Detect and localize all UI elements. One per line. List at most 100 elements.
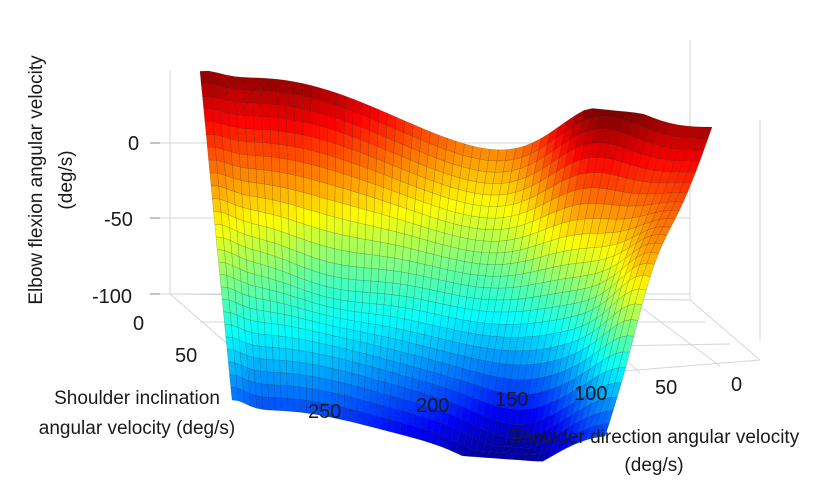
surface-facet — [265, 212, 275, 230]
surface-facet — [419, 225, 430, 241]
surface-facet — [278, 347, 287, 361]
surface-facet — [343, 407, 351, 422]
surface-facet — [394, 244, 404, 260]
surface-facet — [277, 324, 286, 338]
surface-facet — [208, 159, 218, 174]
surface-facet — [399, 283, 409, 297]
surface-facet — [396, 317, 405, 331]
surface-facet — [382, 393, 391, 408]
surface-facet — [326, 286, 335, 299]
surface-facet — [242, 77, 253, 91]
surface-facet — [278, 130, 288, 146]
surface-facet — [325, 366, 333, 381]
surface-facet — [338, 369, 346, 384]
surface-facet — [325, 314, 334, 327]
surface-facet — [368, 313, 377, 325]
surface-facet — [269, 289, 278, 303]
y-axis: 0 50 — [133, 313, 197, 367]
surface-facet — [374, 324, 383, 337]
surface-facet — [279, 186, 289, 205]
surface-facet — [252, 344, 261, 360]
surface-facet — [356, 237, 366, 255]
surface-facet — [245, 128, 255, 143]
surface-mesh — [199, 70, 713, 462]
surface-facet — [251, 222, 260, 240]
surface-facet — [390, 294, 400, 308]
surface-facet — [393, 257, 403, 273]
surface-facet — [424, 252, 435, 267]
surface-facet — [303, 223, 312, 243]
surface-facet — [263, 310, 272, 324]
surface-facet — [326, 183, 336, 202]
surface-facet — [364, 224, 374, 242]
surface-facet — [270, 129, 280, 145]
surface-facet — [387, 243, 396, 259]
surface-facet — [259, 77, 270, 92]
surface-facet — [366, 343, 375, 357]
surface-facet — [366, 332, 375, 346]
surface-facet — [276, 301, 285, 315]
surface-facet — [350, 176, 360, 194]
surface-facet — [262, 299, 271, 313]
y-axis-label: Shoulder inclination — [54, 388, 220, 409]
surface-facet — [280, 397, 289, 412]
surface-facet — [278, 335, 287, 349]
surface-facet — [269, 300, 278, 314]
surface-facet — [397, 306, 406, 320]
surface-facet — [380, 417, 389, 432]
surface-facet — [280, 385, 288, 399]
z-tick-label: -50 — [104, 209, 133, 231]
surface-facet — [311, 320, 320, 333]
surface-facet — [302, 121, 312, 138]
surface-facet — [345, 348, 354, 363]
surface-facet — [302, 108, 312, 125]
surface-facet — [299, 374, 307, 389]
surface-facet — [408, 260, 418, 276]
surface-facet — [268, 91, 278, 106]
surface-facet — [388, 326, 397, 340]
surface-facet — [373, 197, 383, 215]
surface-facet — [367, 323, 376, 335]
surface-facet — [347, 290, 356, 303]
surface-facet — [270, 143, 280, 159]
surface-facet — [356, 252, 365, 268]
surface-facet — [353, 320, 362, 333]
surface-facet — [203, 108, 214, 123]
surface-facet — [379, 346, 388, 360]
x-tick-label: 0 — [731, 374, 742, 396]
surface-facet — [357, 207, 367, 225]
surface-facet — [294, 106, 304, 123]
x-tick-label: 200 — [416, 395, 449, 417]
surface-facet — [327, 141, 337, 158]
surface-facet — [298, 350, 307, 364]
surface-facet — [350, 384, 359, 400]
surface-facet — [366, 195, 375, 213]
surface-facet — [287, 173, 297, 191]
surface-facet — [292, 349, 300, 363]
surface-facet — [347, 310, 355, 322]
surface-facet — [318, 342, 327, 356]
surface-facet — [369, 292, 378, 305]
surface-facet — [248, 295, 258, 311]
surface-facet — [303, 192, 312, 211]
surface-facet — [339, 336, 347, 350]
surface-facet — [288, 203, 297, 222]
surface-facet — [251, 332, 260, 347]
surface-facet — [380, 335, 389, 349]
surface-facet — [370, 268, 380, 282]
surface-facet — [305, 362, 313, 377]
surface-facet — [260, 90, 270, 105]
surface-facet — [279, 171, 289, 189]
surface-facet — [231, 151, 241, 168]
surface-facet — [298, 327, 306, 341]
surface-facet — [215, 236, 225, 251]
surface-facet — [208, 70, 219, 86]
surface-facet — [234, 89, 245, 104]
surface-facet — [250, 77, 261, 92]
surface-facet — [287, 398, 295, 412]
surface-facet — [388, 216, 398, 233]
surface-facet — [248, 181, 258, 198]
surface-facet — [366, 181, 376, 199]
z-axis-label-unit: (deg/s) — [56, 150, 77, 209]
surface-facet — [357, 222, 366, 240]
